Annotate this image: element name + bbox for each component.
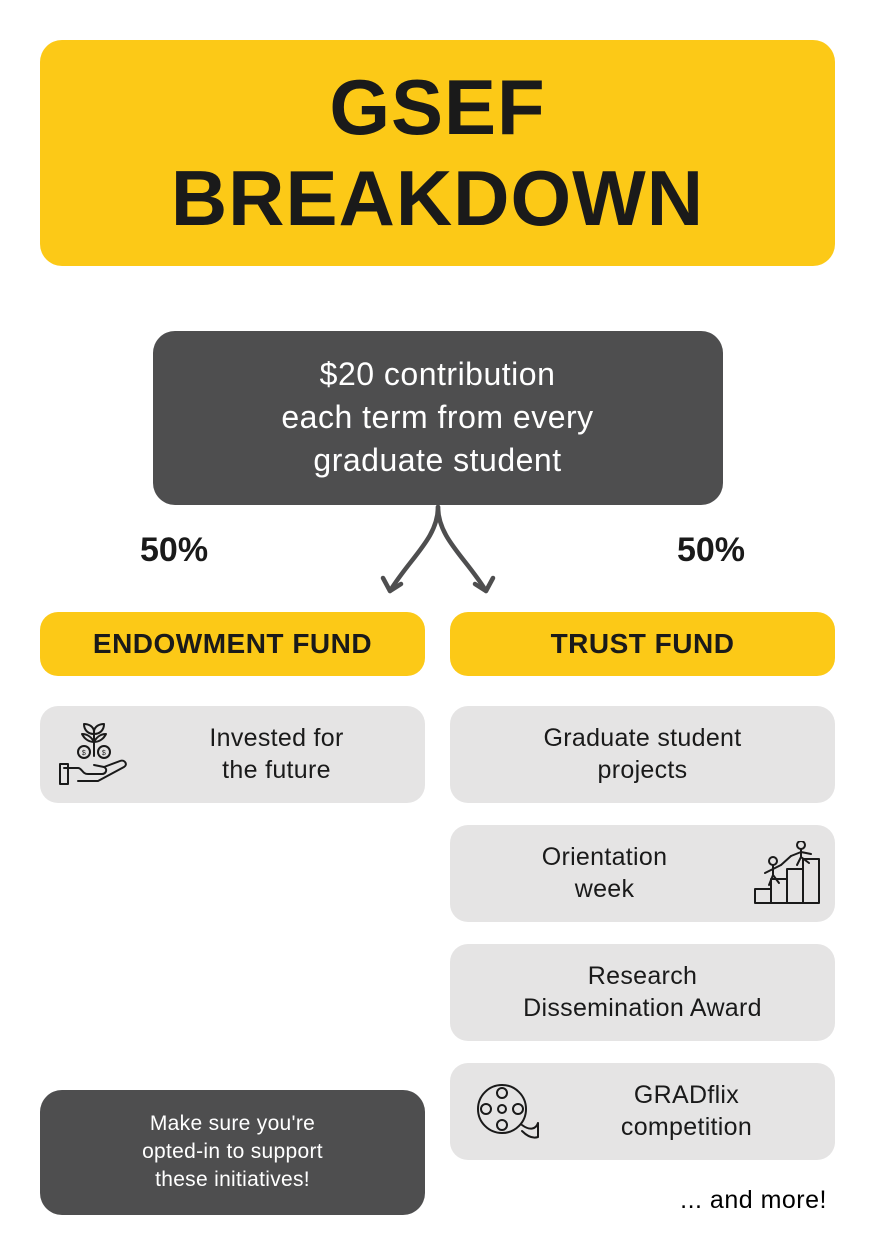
film-reel-icon (468, 1079, 540, 1143)
percent-row: 50% 50% (40, 531, 835, 570)
trust-item-1-text: Graduate studentprojects (466, 722, 819, 787)
and-more-text: ... and more! (450, 1186, 835, 1215)
spacer (40, 825, 425, 1068)
right-percent: 50% (677, 531, 745, 570)
contribution-line-3: graduate student (183, 439, 693, 482)
contribution-line-1: $20 contribution (183, 353, 693, 396)
contribution-line-2: each term from every (183, 396, 693, 439)
trust-item-2: Orientationweek (450, 825, 835, 922)
left-percent: 50% (140, 531, 208, 570)
right-column: Graduate studentprojects Orientationweek (450, 706, 835, 1215)
trust-item-3-text: ResearchDissemination Award (466, 960, 819, 1025)
endowment-item-1: $ $ Invested forthe future (40, 706, 425, 803)
trust-heading-text: TRUST FUND (551, 628, 735, 659)
fund-headings-row: ENDOWMENT FUND TRUST FUND (40, 612, 835, 676)
footer-box: Make sure you're opted-in to support the… (40, 1090, 425, 1215)
endowment-heading-text: ENDOWMENT FUND (93, 628, 372, 659)
trust-item-3: ResearchDissemination Award (450, 944, 835, 1041)
endowment-heading: ENDOWMENT FUND (40, 612, 425, 676)
title-text: GSEF BREAKDOWN (171, 63, 704, 242)
contribution-box: $20 contribution each term from every gr… (153, 331, 723, 505)
left-column: $ $ Invested forthe future Make sure you… (40, 706, 425, 1215)
trust-heading: TRUST FUND (450, 612, 835, 676)
endowment-item-1-text: Invested forthe future (144, 722, 409, 787)
trust-item-4-text: GRADflixcompetition (554, 1079, 819, 1144)
trust-item-4: GRADflixcompetition (450, 1063, 835, 1160)
steps-people-icon (751, 841, 823, 905)
svg-text:$: $ (102, 750, 106, 757)
columns: $ $ Invested forthe future Make sure you… (40, 706, 835, 1215)
svg-text:$: $ (82, 750, 86, 757)
title-bar: GSEF BREAKDOWN (40, 40, 835, 266)
trust-item-2-text: Orientationweek (472, 841, 737, 906)
trust-item-1: Graduate studentprojects (450, 706, 835, 803)
plant-hand-icon: $ $ (58, 722, 130, 786)
